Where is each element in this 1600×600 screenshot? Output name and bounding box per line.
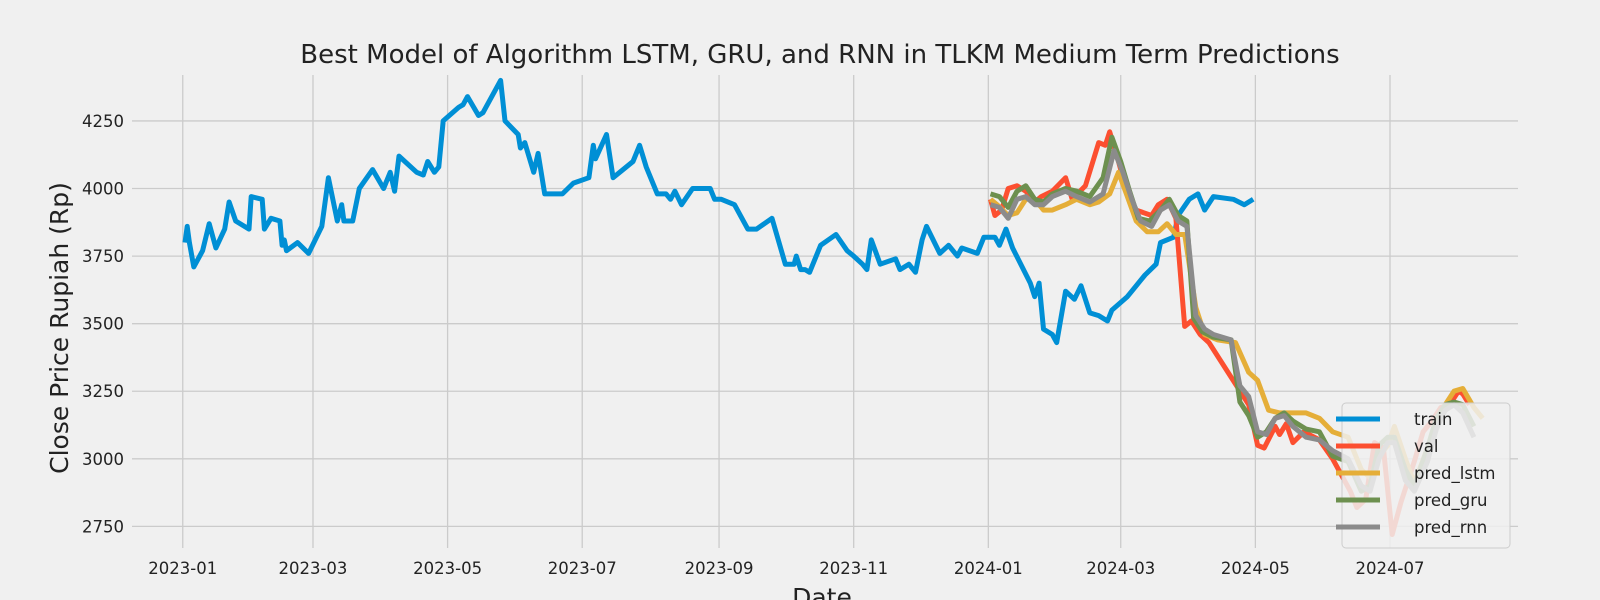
x-axis-label: Date xyxy=(792,583,852,600)
y-tick-label: 3000 xyxy=(82,450,124,469)
x-tick-label: 2024-07 xyxy=(1356,559,1425,578)
x-tick-label: 2023-11 xyxy=(819,559,888,578)
y-tick-label: 2750 xyxy=(82,517,124,536)
y-axis-label: Close Price Rupiah (Rp) xyxy=(45,182,74,474)
x-tick-label: 2023-03 xyxy=(278,559,347,578)
x-tick-label: 2024-01 xyxy=(954,559,1023,578)
legend-label-val: val xyxy=(1414,437,1438,456)
series-line-train xyxy=(182,77,1255,346)
x-tick-label: 2024-05 xyxy=(1221,559,1290,578)
y-tick-label: 4250 xyxy=(82,112,124,131)
legend-label-pred-rnn: pred_rnn xyxy=(1414,518,1487,538)
y-tick-label: 3250 xyxy=(82,382,124,401)
y-tick-label: 3500 xyxy=(82,315,124,334)
legend-label-pred-lstm: pred_lstm xyxy=(1414,464,1496,484)
x-tick-label: 2024-03 xyxy=(1086,559,1155,578)
x-tick-label: 2023-01 xyxy=(148,559,217,578)
y-tick-label: 3750 xyxy=(82,247,124,266)
x-tick-label: 2023-07 xyxy=(548,559,617,578)
x-tick-label: 2023-05 xyxy=(413,559,482,578)
legend-label-train: train xyxy=(1414,410,1452,429)
legend-label-pred-gru: pred_gru xyxy=(1414,491,1488,511)
y-tick-label: 4000 xyxy=(82,180,124,199)
grid xyxy=(132,75,1518,548)
chart-title: Best Model of Algorithm LSTM, GRU, and R… xyxy=(300,40,1339,70)
legend: train val pred_lstm pred_gru pred_rnn xyxy=(1336,402,1511,549)
tick-labels: 2750 3000 3250 3500 3750 4000 4250 2023-01 2023-… xyxy=(82,112,1424,578)
x-tick-label: 2023-09 xyxy=(685,559,754,578)
